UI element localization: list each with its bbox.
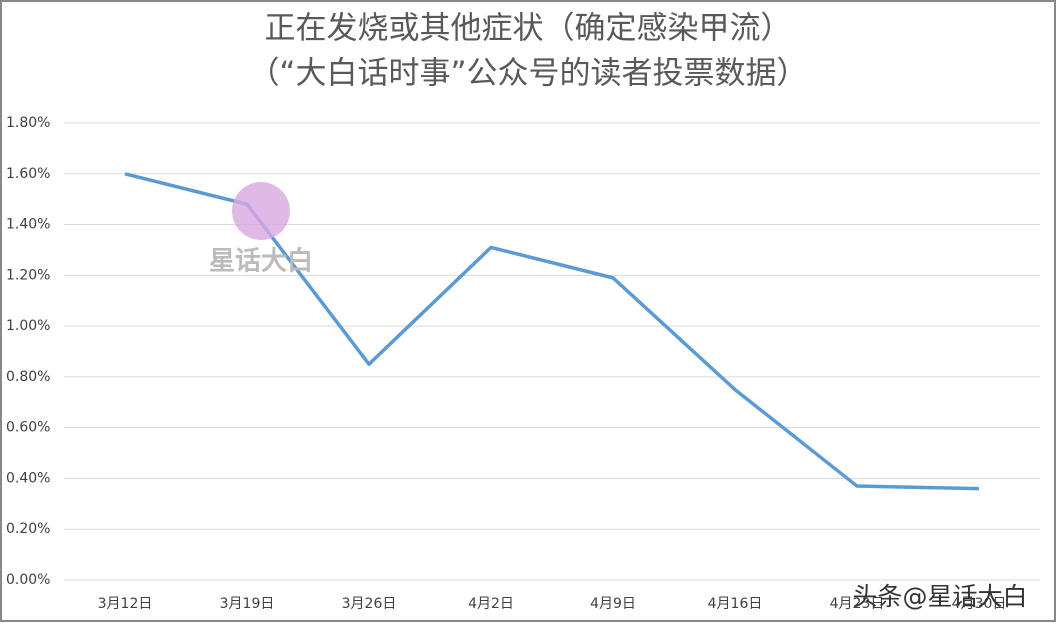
- y-tick-label: 0.80%: [6, 369, 50, 385]
- y-tick-label: 1.20%: [6, 267, 50, 283]
- x-tick-label: 3月12日: [98, 596, 153, 612]
- y-tick-label: 0.20%: [6, 521, 50, 537]
- chart-title: 正在发烧或其他症状（确定感染甲流）: [265, 11, 792, 47]
- y-tick-label: 0.60%: [6, 420, 50, 436]
- x-tick-label: 4月30日: [952, 596, 1007, 612]
- y-tick-label: 1.80%: [6, 115, 50, 131]
- y-tick-label: 0.00%: [6, 572, 50, 588]
- x-tick-label: 4月16日: [708, 596, 763, 612]
- x-tick-label: 3月26日: [342, 596, 397, 612]
- x-tick-label: 4月23日: [830, 596, 885, 612]
- y-tick-label: 1.40%: [6, 217, 50, 233]
- plot-area: 0.00% 0.20% 0.40% 0.60% 0.80% 1.00% 1.20% 1.40%…: [6, 115, 1040, 612]
- watermark: 星话大白: [209, 246, 313, 277]
- x-tick-label: 4月2日: [468, 596, 514, 612]
- x-tick-label: 4月9日: [590, 596, 636, 612]
- x-tick-label: 3月19日: [220, 596, 275, 612]
- source-watermark: 头条@星话大白: [852, 582, 1027, 611]
- chart-subtitle: （“大白话时事”公众号的读者投票数据）: [248, 56, 807, 92]
- watermark-logo: [232, 182, 290, 240]
- y-tick-label: 0.40%: [6, 470, 50, 486]
- y-tick-label: 1.00%: [6, 318, 50, 334]
- y-tick-label: 1.60%: [6, 166, 50, 182]
